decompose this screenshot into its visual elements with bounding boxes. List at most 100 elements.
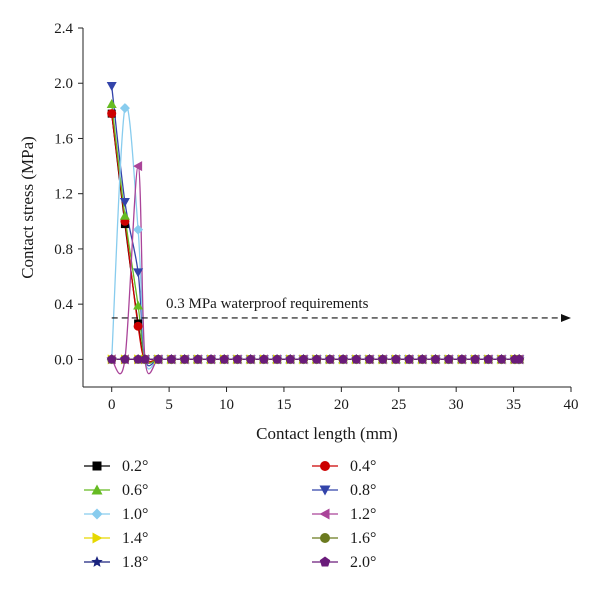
legend-item: 1.4° [84, 530, 148, 547]
data-point [272, 354, 282, 364]
series-line [111, 104, 520, 370]
data-point [120, 354, 130, 364]
y-tick-label: 2.0 [54, 76, 73, 92]
x-axis-label: Contact length (mm) [256, 424, 398, 443]
data-point [232, 354, 243, 364]
series-markers [106, 98, 525, 364]
legend-label: 0.6° [122, 482, 148, 499]
data-point [430, 354, 441, 364]
data-point [351, 354, 362, 364]
legend-label: 1.6° [350, 530, 376, 547]
data-point [514, 354, 525, 364]
series-markers [106, 354, 525, 364]
series-markers [106, 103, 525, 365]
data-point [107, 109, 117, 119]
data-point [193, 354, 203, 364]
legend: 0.2° 0.4° 0.6° 0.8° 1.0° 1.2° 1.4° 1.6° 1.8° 2.0° [84, 458, 376, 571]
x-tick-label: 15 [276, 397, 291, 413]
legend-label: 1.2° [350, 506, 376, 523]
data-point [404, 354, 414, 364]
series-line [111, 165, 520, 375]
data-point [119, 103, 130, 114]
data-point [311, 354, 322, 364]
data-point [338, 354, 348, 364]
series-line [111, 113, 520, 363]
data-point [106, 81, 117, 91]
y-axis-label: Contact stress (MPa) [18, 136, 37, 279]
legend-label: 1.8° [122, 554, 148, 571]
data-point [133, 224, 144, 235]
legend-marker [91, 508, 103, 520]
legend-item: 1.8° [84, 554, 148, 571]
data-point [133, 321, 143, 331]
data-point [106, 98, 117, 108]
markers [106, 81, 525, 365]
legend-marker [319, 485, 331, 496]
series-line [111, 103, 520, 364]
data-point [106, 354, 117, 364]
series-markers [106, 161, 524, 365]
data-point [483, 354, 494, 364]
data-point [259, 354, 269, 364]
y-tick-label: 1.2 [54, 187, 73, 203]
legend-item: 1.0° [84, 506, 148, 523]
data-point [119, 197, 130, 207]
data-point [364, 354, 375, 364]
data-point [166, 354, 177, 364]
series-markers [106, 81, 525, 365]
legend-item: 1.2° [312, 506, 376, 523]
data-point [285, 354, 296, 364]
data-point [219, 354, 229, 364]
legend-label: 0.4° [350, 458, 376, 475]
legend-marker [92, 461, 102, 471]
series-line [111, 85, 520, 367]
series-markers [107, 109, 524, 364]
data-point [496, 354, 507, 364]
data-point [417, 354, 428, 364]
y-tick-label: 0.0 [54, 352, 73, 368]
x-tick-label: 25 [391, 397, 406, 413]
series-markers [107, 109, 524, 364]
legend-marker [91, 484, 103, 495]
x-tick-label: 40 [564, 397, 579, 413]
data-point [179, 354, 190, 364]
x-tick-label: 35 [506, 397, 521, 413]
legend-marker [319, 556, 331, 567]
series-line [111, 113, 520, 363]
legend-label: 1.0° [122, 506, 148, 523]
data-point [443, 354, 454, 364]
legend-marker [92, 532, 103, 544]
legend-marker [319, 508, 330, 520]
threshold-arrowhead [561, 313, 571, 322]
legend-item: 1.6° [312, 530, 376, 547]
data-point [391, 354, 401, 364]
legend-item: 0.4° [312, 458, 376, 475]
legend-marker [320, 533, 330, 543]
y-tick-label: 0.8 [54, 242, 73, 258]
axes: 0 5 10 15 20 25 30 35 40 0.0 0.4 0.8 1.2 1.6 2.0 2.4 Con… [18, 21, 579, 443]
y-tick-label: 0.4 [54, 297, 73, 313]
data-point [133, 268, 144, 278]
data-point [119, 210, 130, 220]
data-point [153, 354, 163, 364]
legend-item: 0.8° [312, 482, 376, 499]
annotation: 0.3 MPa waterproof requirements [111, 296, 571, 322]
data-point [298, 354, 309, 364]
x-tick-label: 10 [219, 397, 234, 413]
x-tick-label: 0 [108, 397, 116, 413]
data-point [206, 354, 216, 364]
data-point [140, 354, 150, 364]
legend-item: 2.0° [312, 554, 376, 571]
legend-label: 1.4° [122, 530, 148, 547]
data-point [245, 354, 256, 364]
threshold-label: 0.3 MPa waterproof requirements [166, 296, 369, 312]
legend-label: 0.2° [122, 458, 148, 475]
legend-marker [320, 461, 330, 471]
y-tick-label: 2.4 [54, 21, 73, 37]
curves [111, 85, 520, 375]
legend-item: 0.2° [84, 458, 148, 475]
x-tick-label: 30 [449, 397, 464, 413]
x-tick-label: 5 [165, 397, 173, 413]
data-point [457, 354, 467, 364]
